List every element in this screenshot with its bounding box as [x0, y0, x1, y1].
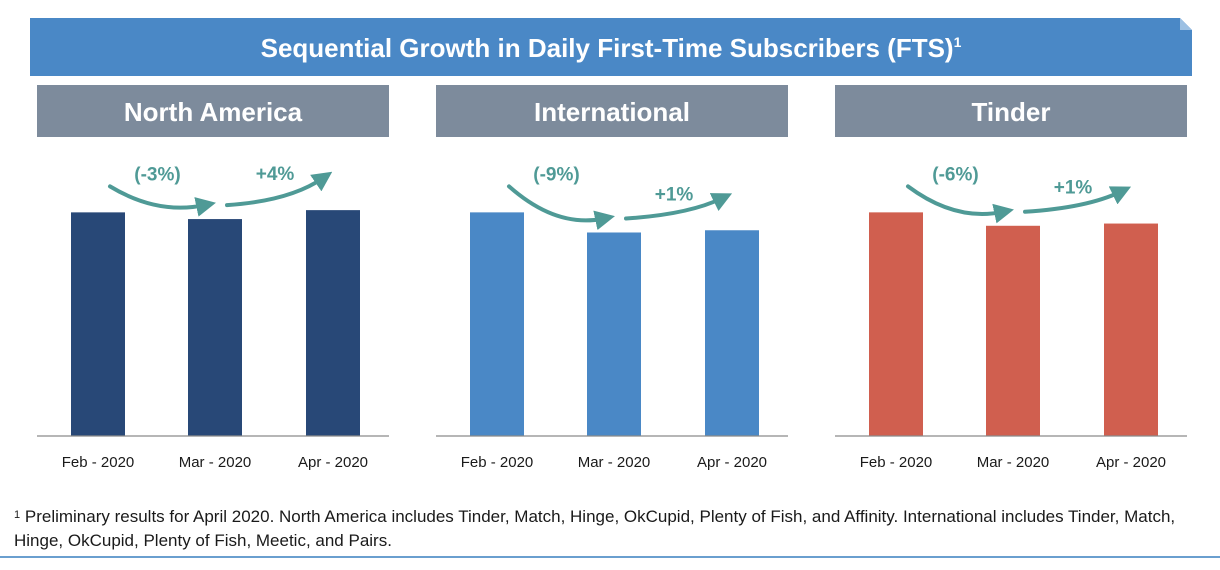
bar-apr-2020: [306, 210, 360, 436]
panel-header-north-america: North America: [37, 85, 389, 137]
chart-title: Sequential Growth in Daily First-Time Su…: [260, 33, 962, 63]
chart-north-america: Feb - 2020 Mar - 2020 Apr - 2020 (-3%) +4%: [37, 164, 389, 471]
bar-charts: Feb - 2020 Mar - 2020 Apr - 2020(-3%) +4%Fe…: [37, 164, 1187, 471]
footnote-text: Preliminary results for April 2020. Nort…: [14, 507, 1176, 550]
x-tick-label: Feb - 2020: [461, 454, 534, 471]
bar-mar-2020: [587, 232, 641, 436]
growth-arrow-mar-apr: [225, 171, 333, 208]
growth-arrow-feb-mar: [507, 184, 615, 231]
footnote: 1 Preliminary results for April 2020. No…: [14, 505, 1204, 553]
chart-tinder: Feb - 2020 Mar - 2020 Apr - 2020 (-6%) +1%: [835, 164, 1187, 471]
growth-arrow-mar-apr: [624, 193, 733, 221]
growth-label: +1%: [1054, 178, 1093, 199]
growth-label: (-9%): [533, 164, 579, 185]
bar-feb-2020: [71, 212, 125, 436]
chart-international: Feb - 2020 Mar - 2020 Apr - 2020 (-9%) +1%: [436, 164, 788, 471]
footnote-marker: 1: [953, 34, 962, 50]
x-tick-label: Feb - 2020: [62, 454, 135, 471]
panel-header-international: International: [436, 85, 788, 137]
footnote-marker: 1: [14, 509, 21, 521]
bar-apr-2020: [705, 230, 759, 436]
x-tick-label: Apr - 2020: [697, 454, 767, 471]
x-tick-label: Apr - 2020: [298, 454, 368, 471]
growth-arrow-feb-mar: [108, 184, 216, 217]
x-tick-label: Mar - 2020: [179, 454, 252, 471]
bar-mar-2020: [986, 225, 1040, 436]
growth-label: (-6%): [932, 164, 978, 185]
bar-apr-2020: [1104, 223, 1158, 436]
panel-header-tinder: Tinder: [835, 85, 1187, 137]
growth-label: +1%: [655, 184, 694, 205]
bar-mar-2020: [188, 219, 242, 436]
x-tick-label: Apr - 2020: [1096, 454, 1166, 471]
bar-feb-2020: [869, 212, 923, 436]
growth-label: +4%: [256, 164, 295, 185]
bar-feb-2020: [470, 212, 524, 436]
growth-arrow-feb-mar: [906, 184, 1014, 224]
title-banner: Sequential Growth in Daily First-Time Su…: [30, 18, 1192, 76]
bottom-divider: [0, 556, 1220, 558]
title-banner-shape: [30, 18, 1192, 76]
x-tick-label: Mar - 2020: [578, 454, 651, 471]
growth-label: (-3%): [134, 164, 180, 185]
growth-arrow-mar-apr: [1023, 186, 1132, 214]
x-tick-label: Feb - 2020: [860, 454, 933, 471]
x-tick-label: Mar - 2020: [977, 454, 1050, 471]
